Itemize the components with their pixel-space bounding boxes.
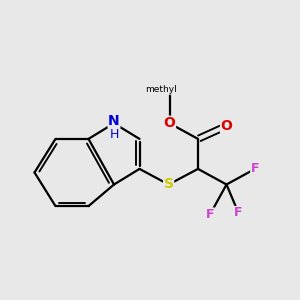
- Text: O: O: [164, 116, 175, 130]
- Text: methyl: methyl: [145, 85, 176, 94]
- Text: S: S: [164, 178, 174, 191]
- Text: F: F: [206, 208, 214, 221]
- Text: O: O: [220, 119, 232, 133]
- Text: N: N: [108, 114, 120, 128]
- Text: F: F: [251, 162, 259, 176]
- Text: F: F: [234, 206, 243, 220]
- Text: H: H: [109, 128, 119, 141]
